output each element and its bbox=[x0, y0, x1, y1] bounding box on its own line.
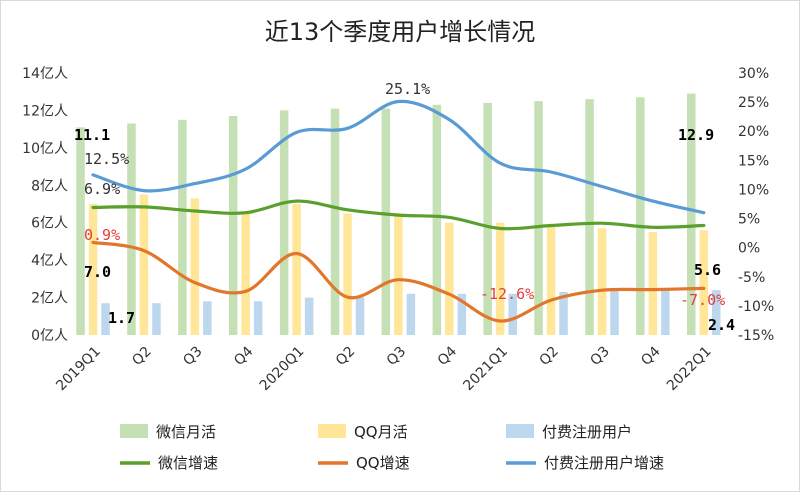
line-1 bbox=[91, 240, 706, 323]
legend-label: QQ月活 bbox=[354, 423, 408, 441]
data-label: -12.6% bbox=[480, 285, 534, 303]
bar-2-11 bbox=[661, 290, 670, 335]
data-label: 12.9 bbox=[678, 126, 714, 144]
bar-1-1 bbox=[139, 194, 149, 335]
left-tick-label: 6亿人 bbox=[31, 216, 68, 232]
left-tick-label: 14亿人 bbox=[22, 66, 68, 82]
bar-0-10 bbox=[585, 99, 594, 335]
line-2 bbox=[91, 99, 706, 215]
bar-1-0 bbox=[88, 204, 98, 335]
data-label: 2.4 bbox=[708, 316, 735, 334]
bar-marks bbox=[76, 93, 721, 336]
left-tick-label: 10亿人 bbox=[22, 141, 68, 157]
right-tick-label: 25% bbox=[738, 95, 769, 111]
bar-0-3 bbox=[228, 116, 238, 335]
right-tick-label: 0% bbox=[738, 241, 760, 257]
legend-label: 微信月活 bbox=[156, 423, 216, 441]
bar-0-6 bbox=[381, 108, 391, 335]
bar-1-8 bbox=[495, 222, 505, 335]
line-marks bbox=[91, 99, 706, 323]
legend-label: 付费注册用户增速 bbox=[544, 454, 664, 472]
bar-2-1 bbox=[152, 303, 161, 335]
bar-2-7 bbox=[457, 293, 467, 335]
bar-1-5 bbox=[343, 213, 352, 335]
bar-0-12 bbox=[687, 93, 696, 335]
data-labels: 11.1 12.9 12.5% 6.9% 0.9% 7.0 1.7 25.1% -12.6% 5.… bbox=[74, 80, 735, 334]
legend-label: QQ增速 bbox=[356, 454, 410, 472]
bar-2-5 bbox=[355, 297, 365, 335]
right-tick-label: 10% bbox=[738, 182, 769, 198]
legend-swatch-bar bbox=[318, 424, 346, 438]
left-tick-label: 4亿人 bbox=[31, 253, 68, 269]
chart-title: 近13个季度用户增长情况 bbox=[265, 18, 536, 46]
bar-0-1 bbox=[127, 123, 136, 335]
data-label: 0.9% bbox=[84, 226, 120, 244]
bar-2-12 bbox=[712, 290, 721, 335]
bar-1-11 bbox=[648, 232, 658, 335]
left-axis: 0亿人 2亿人 4亿人 6亿人 8亿人 10亿人 12亿人 14亿人 bbox=[22, 66, 68, 344]
bar-2-2 bbox=[203, 301, 212, 335]
right-tick-label: 30% bbox=[738, 66, 769, 82]
bar-0-0 bbox=[76, 127, 85, 335]
bar-1-9 bbox=[546, 224, 556, 335]
bar-0-7 bbox=[432, 104, 442, 335]
bar-1-7 bbox=[445, 222, 454, 335]
bar-2-0 bbox=[101, 303, 110, 335]
data-label: 25.1% bbox=[385, 80, 430, 98]
left-tick-label: 12亿人 bbox=[22, 103, 68, 119]
data-label: -7.0% bbox=[680, 291, 725, 309]
bar-0-9 bbox=[534, 101, 543, 335]
bar-1-4 bbox=[292, 204, 301, 335]
bar-2-6 bbox=[406, 293, 416, 335]
right-tick-label: 5% bbox=[738, 212, 760, 228]
legend-label: 付费注册用户 bbox=[542, 423, 632, 441]
bar-1-10 bbox=[597, 228, 607, 335]
data-label: 1.7 bbox=[108, 309, 135, 327]
left-tick-label: 0亿人 bbox=[31, 328, 68, 344]
right-tick-label: -10% bbox=[738, 299, 774, 315]
data-label: 5.6 bbox=[694, 261, 721, 279]
bar-0-4 bbox=[279, 110, 289, 336]
bar-1-12 bbox=[699, 230, 708, 335]
data-label: 7.0 bbox=[84, 263, 111, 281]
bar-1-3 bbox=[241, 213, 250, 335]
bar-1-2 bbox=[190, 198, 200, 335]
right-tick-label: -15% bbox=[738, 328, 774, 344]
bar-2-4 bbox=[304, 297, 314, 335]
right-tick-label: -5% bbox=[738, 270, 765, 286]
line-0 bbox=[91, 199, 706, 231]
bar-2-9 bbox=[559, 292, 568, 335]
bar-0-11 bbox=[636, 97, 645, 335]
bar-2-8 bbox=[508, 293, 517, 335]
right-tick-label: 20% bbox=[738, 124, 769, 140]
data-label: 11.1 bbox=[74, 126, 110, 144]
right-tick-label: 15% bbox=[738, 153, 769, 169]
left-tick-label: 8亿人 bbox=[31, 178, 68, 194]
bar-0-8 bbox=[483, 102, 492, 336]
left-tick-label: 2亿人 bbox=[31, 291, 68, 307]
data-label: 6.9% bbox=[84, 180, 120, 198]
bar-2-10 bbox=[610, 290, 619, 335]
bar-0-2 bbox=[178, 119, 187, 335]
data-label: 12.5% bbox=[84, 150, 129, 168]
bar-2-3 bbox=[253, 301, 263, 335]
legend-label: 微信增速 bbox=[158, 454, 218, 472]
legend-swatch-bar bbox=[120, 424, 148, 438]
bar-0-5 bbox=[330, 108, 340, 335]
right-axis: -15% -10% -5% 0% 5% 10% 15% 20% 25% 30% bbox=[738, 66, 774, 344]
legend-swatch-bar bbox=[506, 424, 534, 438]
bar-1-6 bbox=[394, 213, 403, 335]
